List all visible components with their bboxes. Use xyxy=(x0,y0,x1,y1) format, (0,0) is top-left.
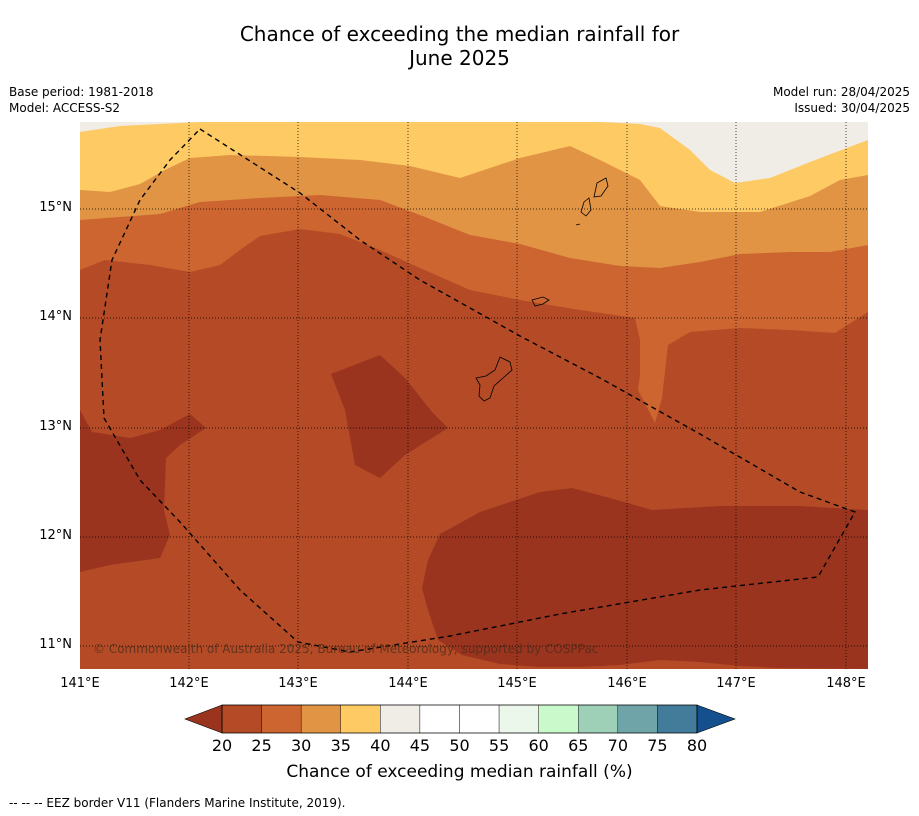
lat-label-14n: 14°N xyxy=(39,309,72,324)
band-below-20-center xyxy=(331,355,448,478)
colorbar-segment xyxy=(578,704,619,734)
lon-label-146e: 146°E xyxy=(607,676,647,691)
model-name: Model: ACCESS-S2 xyxy=(9,101,121,115)
lat-label-12n: 12°N xyxy=(39,528,72,543)
colorbar-tick-label: 40 xyxy=(370,736,391,755)
colorbar-segment xyxy=(419,704,460,734)
colorbar-low-arrow xyxy=(184,704,223,734)
lon-label-148e: 148°E xyxy=(826,676,866,691)
colorbar-segment xyxy=(617,704,658,734)
tinian-island xyxy=(580,197,592,217)
guam-island xyxy=(475,356,513,402)
colorbar-tick-label: 75 xyxy=(647,736,668,755)
colorbar-segment xyxy=(380,704,421,734)
band-below-20-west xyxy=(80,410,206,572)
lon-label-144e: 144°E xyxy=(388,676,428,691)
lat-label-15n: 15°N xyxy=(39,200,72,215)
colorbar-high-arrow xyxy=(696,704,736,734)
aguijan-island xyxy=(575,223,581,226)
colorbar-tick-label: 55 xyxy=(488,736,510,755)
eez-border xyxy=(99,128,857,653)
colorbar-segment xyxy=(300,704,341,734)
colorbar-segment xyxy=(459,704,500,734)
colorbar-tick-label: 65 xyxy=(568,736,589,755)
colorbar-segments xyxy=(221,704,698,734)
colorbar-segment xyxy=(538,704,579,734)
colorbar-tick-label: 30 xyxy=(290,736,312,755)
lat-label-13n: 13°N xyxy=(39,419,72,434)
lat-label-11n: 11°N xyxy=(39,637,72,652)
colorbar-segment xyxy=(340,704,381,734)
copyright-notice: © Commonwealth of Australia 2025, Bureau… xyxy=(93,642,599,656)
base-period: Base period: 1981-2018 xyxy=(9,85,154,99)
colorbar-tick-label: 60 xyxy=(528,736,549,755)
lon-label-141e: 141°E xyxy=(60,676,100,691)
graticule xyxy=(80,122,868,669)
colorbar-segment xyxy=(498,704,539,734)
lon-label-142e: 142°E xyxy=(169,676,209,691)
lon-label-145e: 145°E xyxy=(497,676,537,691)
colorbar-tick-label: 25 xyxy=(251,736,272,755)
saipan-island xyxy=(593,177,609,198)
title-line-1: Chance of exceeding the median rainfall … xyxy=(239,22,680,46)
colorbar-tick-label: 35 xyxy=(330,736,351,755)
model-run: Model run: 28/04/2025 xyxy=(772,85,910,99)
band-below-20-south xyxy=(422,488,868,669)
colorbar-frame xyxy=(221,704,698,734)
colorbar-tick-label: 80 xyxy=(686,736,708,755)
colorbar-label: Chance of exceeding median rainfall (%) xyxy=(286,762,633,782)
colorbar-tick-label: 45 xyxy=(409,736,431,755)
colorbar-segment xyxy=(657,704,698,734)
title-line-2: June 2025 xyxy=(409,46,510,70)
issued-date: Issued: 30/04/2025 xyxy=(794,101,910,115)
colorbar-segment xyxy=(221,704,262,734)
eez-footnote: -- -- -- EEZ border V11 (Flanders Marine… xyxy=(9,796,346,810)
meta-right: Model run: 28/04/2025 Issued: 30/04/2025 xyxy=(773,84,910,116)
meta-left: Base period: 1981-2018 Model: ACCESS-S2 xyxy=(9,84,154,116)
map-title: Chance of exceeding the median rainfall … xyxy=(0,22,919,70)
lon-label-143e: 143°E xyxy=(278,676,318,691)
colorbar-segment xyxy=(261,704,302,734)
colorbar-tick-label: 70 xyxy=(607,736,628,755)
lon-label-147e: 147°E xyxy=(716,676,756,691)
colorbar-tick-label: 20 xyxy=(211,736,233,755)
rainfall-map xyxy=(80,122,868,669)
colorbar-tick-label: 50 xyxy=(449,736,470,755)
rota-island xyxy=(531,296,550,307)
colorbar xyxy=(184,704,736,734)
